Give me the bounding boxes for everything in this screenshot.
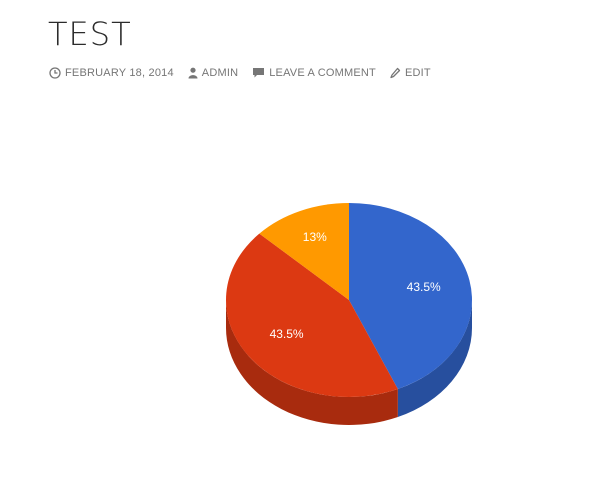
edit-link[interactable]: EDIT (390, 67, 431, 79)
pie-sides (226, 300, 472, 425)
post-author-link[interactable]: ADMIN (188, 67, 238, 79)
pie-slice-label-2: 43.5% (270, 327, 304, 341)
pie-slice-side-2 (226, 300, 398, 425)
leave-comment-label: LEAVE A COMMENT (269, 67, 376, 79)
post-date-link[interactable]: FEBRUARY 18, 2014 (49, 67, 174, 79)
edit-label: EDIT (404, 67, 431, 79)
leave-comment-link[interactable]: LEAVE A COMMENT (252, 67, 376, 79)
comment-bubble-icon (253, 68, 265, 78)
pie-slice-2[interactable] (226, 233, 398, 397)
pie-slice-label-1: 43.5% (407, 280, 441, 294)
clock-icon (49, 67, 61, 79)
post-date: FEBRUARY 18, 2014 (65, 67, 174, 79)
pie-slice-side-1 (397, 300, 472, 418)
person-icon (188, 67, 198, 79)
pie-slice-label-3: 13% (303, 230, 327, 244)
pie-slice-1[interactable] (349, 203, 472, 390)
post-meta: FEBRUARY 18, 2014 ADMIN LEAVE A COMMENT … (49, 65, 445, 81)
post-author: ADMIN (201, 67, 239, 79)
pie-slice-3[interactable] (259, 203, 349, 300)
pencil-icon (390, 67, 401, 79)
post-title: TEST (48, 15, 132, 53)
